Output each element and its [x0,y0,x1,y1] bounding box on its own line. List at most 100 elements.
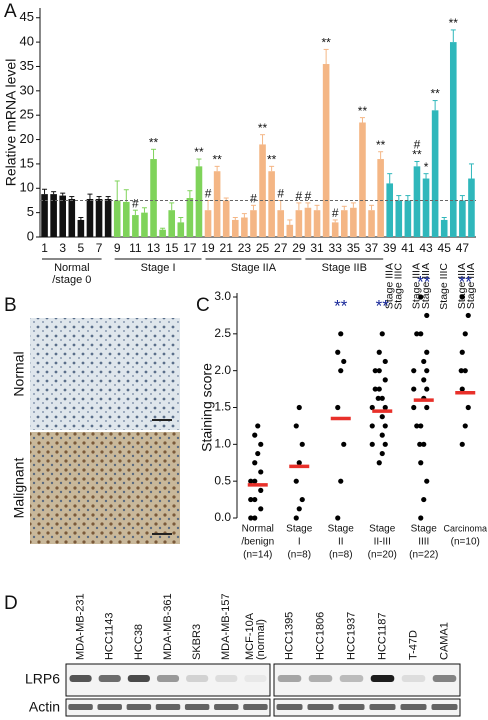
point [296,506,302,512]
bar [141,212,148,237]
point [462,423,468,429]
bar [350,207,357,237]
x-tick-label: Stage [286,524,313,535]
blot [273,698,461,717]
point [248,478,254,484]
group-label: Stage IIIA [383,263,395,309]
bar [331,222,339,237]
point [418,423,424,429]
point [375,395,381,401]
y-tick-label: 2.5 [214,326,231,340]
x-tick-label: 35 [347,241,361,255]
y-tick-label: 10 [20,180,34,195]
point [417,441,423,447]
x-tick-label: Stage [369,524,396,535]
x-tick-label: 45 [438,241,452,255]
bar [377,159,384,237]
x-tick-label: 27 [274,241,288,255]
x-tick-label: 3 [59,241,66,255]
x-tick-label: 5 [78,241,85,255]
point [335,515,341,521]
lane-label: CAMA1 [438,622,450,660]
bar [422,178,430,237]
lane-label: HCC1937 [345,612,357,660]
annotation: ** [376,296,390,315]
x-tick-label: 7 [96,241,103,255]
panel-letter: A [4,1,17,22]
x-tick-label: (n=20) [368,550,397,561]
annotation: ** [358,104,368,118]
y-tick-label: 0.0 [214,510,231,524]
lane-label: MDA-MB-361 [162,593,174,660]
band [431,704,458,710]
point [252,515,258,521]
bar [68,198,76,237]
band [369,704,396,710]
x-tick-label: II-III [374,537,391,548]
point [459,349,465,355]
annotation: ** [430,87,440,101]
annotation: ** [267,153,277,167]
x-tick-label: /benign [241,537,274,548]
point [379,395,385,401]
group-label: Stage IIIA [465,263,477,309]
point [338,478,344,484]
bar [395,200,403,237]
y-tick-label: 0 [27,228,34,243]
point [379,331,385,337]
group-label: Stage IIB [322,262,367,274]
bar [440,219,448,237]
x-tick-label: 1 [41,241,48,255]
band [98,675,121,682]
lane-label: SKBR3 [191,624,203,660]
point [379,432,385,438]
point [379,450,385,457]
point [335,404,341,411]
annotation: # [414,138,421,152]
point [341,441,347,447]
bar [468,178,475,237]
bar [204,210,212,237]
point [424,368,430,374]
point [299,496,305,503]
point [418,331,424,337]
point [255,423,261,429]
x-tick-label: 25 [256,241,270,255]
blot [273,663,461,697]
lane-label: HCC1395 [283,612,295,660]
image-label: Malignant [11,458,27,519]
x-tick-label: 29 [292,241,306,255]
bar [431,110,439,237]
point [252,460,258,466]
x-tick-label: (n=8) [287,550,311,561]
y-axis-label: Relative mRNA level [3,59,19,187]
point [296,404,302,411]
point [369,423,375,429]
x-tick-label: II [338,537,344,548]
point [382,377,388,383]
annotation: ** [194,145,204,159]
bar [449,42,457,237]
bar [359,122,366,237]
annotation: ** [212,153,222,167]
group-label: Stage IIA [231,262,277,274]
annotation: ** [376,138,386,152]
point [418,460,424,466]
point [414,331,420,337]
band [68,704,93,710]
point [248,496,254,503]
annotation: # [250,192,257,206]
band [69,675,92,682]
bar [304,207,312,237]
x-tick-label: 37 [365,241,379,255]
band [276,704,303,710]
annotation: ** [449,16,459,30]
point [424,349,430,355]
point [424,312,430,319]
bar [259,144,266,237]
y-tick-label: 0.5 [214,473,231,487]
bar [386,183,394,237]
point [459,386,465,392]
point [255,450,261,457]
point [382,358,388,365]
